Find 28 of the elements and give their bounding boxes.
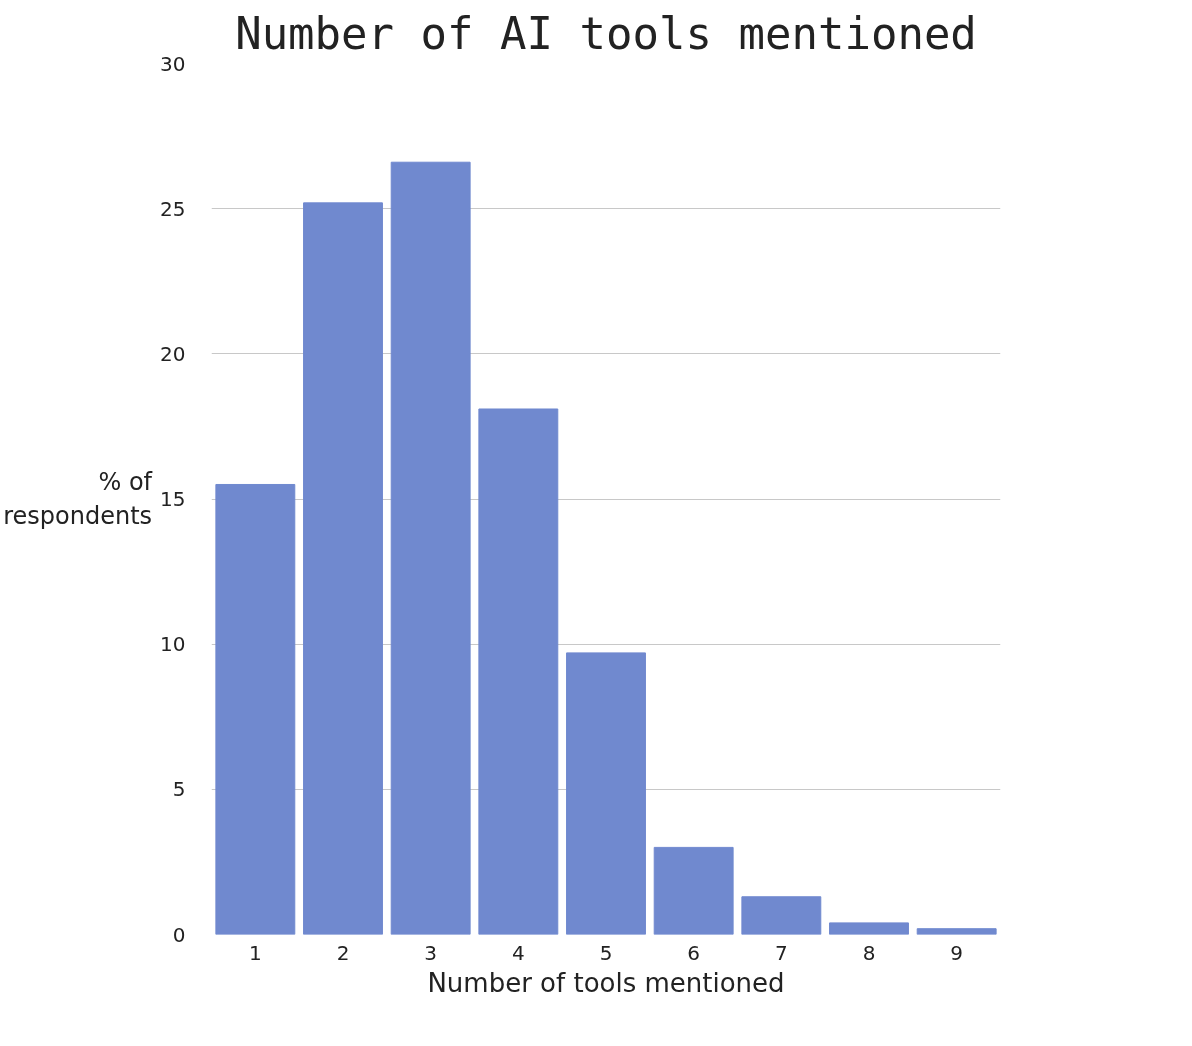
bar [916, 928, 997, 935]
x-tick-label: 2 [336, 940, 350, 965]
bar [741, 896, 822, 935]
x-tick-label: 5 [599, 940, 613, 965]
y-axis-title: % of respondents [3, 468, 153, 530]
x-tick-label: 4 [511, 940, 525, 965]
x-tick-label: 8 [862, 940, 876, 965]
y-tick-label: 25 [160, 196, 186, 221]
y-tick-label: 0 [172, 922, 186, 947]
x-tick-label: 7 [774, 940, 788, 965]
x-tick-label: 1 [248, 940, 262, 965]
x-axis-title: Number of tools mentioned [427, 967, 785, 998]
bar [653, 846, 734, 935]
y-tick-label: 15 [160, 487, 186, 511]
y-tick-label: 30 [160, 51, 186, 76]
bar [303, 202, 383, 935]
x-tick-label: 9 [950, 940, 964, 965]
y-tick-label: 5 [172, 777, 186, 802]
bar [478, 408, 559, 935]
x-tick-label: 3 [424, 940, 438, 965]
bar [390, 161, 471, 935]
chart-title: Number of AI tools mentioned [235, 7, 977, 59]
bar [829, 922, 909, 935]
y-tick-label: 10 [160, 632, 186, 657]
bar [215, 483, 296, 935]
x-tick-label: 6 [687, 940, 701, 965]
y-tick-label: 20 [160, 341, 186, 366]
bar [566, 652, 646, 935]
